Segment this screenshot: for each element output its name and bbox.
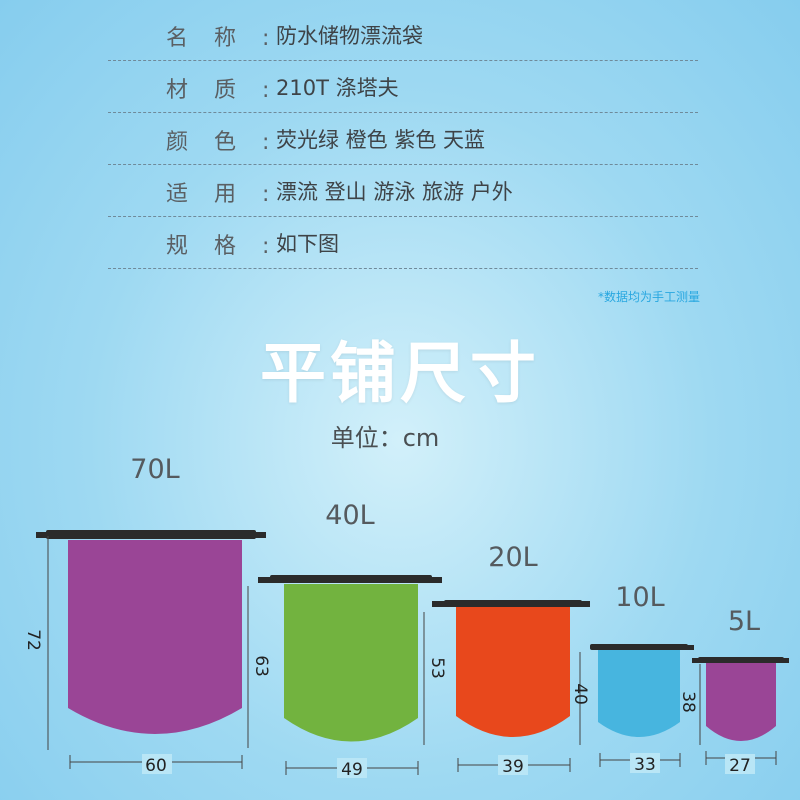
spec-label: 规格:: [166, 234, 296, 259]
bag-height: 38: [678, 691, 698, 713]
spec-value: 如下图: [276, 232, 339, 256]
spec-row-usage: 适用: 漂流 登山 游泳 旅游 户外: [108, 164, 698, 217]
spec-row-material: 材质: 210T 涤塔夫: [108, 60, 698, 113]
bag-roll-top: [46, 530, 256, 539]
spec-label: 适用:: [166, 182, 296, 207]
bag-width: 49: [341, 760, 363, 780]
bag-width: 33: [634, 755, 656, 775]
bag-body: [456, 607, 570, 737]
buckle: [432, 601, 446, 607]
buckle: [686, 645, 694, 650]
measurement-note: *数据均为手工测量: [597, 290, 700, 304]
spec-value: 210T 涤塔夫: [276, 76, 399, 100]
bag-body: [68, 540, 242, 734]
spec-value: 漂流 登山 游泳 旅游 户外: [276, 180, 513, 204]
bag-height: 40: [570, 683, 590, 705]
bag-40l: 40L 63 49: [247, 500, 442, 780]
buckle: [580, 601, 590, 607]
bag-height: 53: [427, 657, 447, 679]
spec-row-size: 规格: 如下图: [108, 216, 698, 269]
spec-row-color: 颜色: 荧光绿 橙色 紫色 天蓝: [108, 112, 698, 165]
bag-roll-top: [270, 575, 432, 583]
bag-width: 27: [729, 756, 751, 776]
spec-label: 颜色:: [166, 130, 296, 155]
bag-70l: 70L 72 60: [23, 454, 266, 776]
spec-row-name: 名称: 防水储物漂流袋: [108, 8, 698, 61]
bag-body: [284, 584, 418, 742]
unit-label: 单位：cm: [330, 424, 440, 452]
section-title: 平铺尺寸: [260, 335, 540, 412]
spec-label: 材质:: [166, 78, 296, 103]
bag-capacity: 5L: [728, 606, 760, 637]
bag-20l: 20L 53 39: [423, 542, 590, 777]
bag-width: 39: [502, 757, 524, 777]
bag-body: [706, 663, 776, 741]
buckle: [36, 532, 50, 538]
bag-capacity: 20L: [488, 542, 537, 573]
bag-roll-top: [698, 657, 784, 663]
bag-body: [598, 650, 680, 737]
buckle: [254, 532, 266, 538]
bag-height: 72: [23, 629, 43, 651]
spec-value: 防水储物漂流袋: [276, 24, 423, 48]
bag-5l: 5L 38 27: [678, 606, 789, 776]
bag-capacity: 70L: [130, 454, 179, 485]
buckle: [782, 658, 789, 663]
buckle: [430, 577, 442, 583]
bag-roll-top: [444, 600, 582, 607]
bag-roll-top: [590, 644, 688, 650]
bag-capacity: 40L: [325, 500, 374, 531]
bag-width: 60: [145, 756, 167, 776]
spec-label: 名称:: [166, 26, 296, 51]
buckle: [692, 658, 700, 663]
bag-capacity: 10L: [615, 582, 664, 613]
spec-value: 荧光绿 橙色 紫色 天蓝: [276, 128, 486, 152]
bag-height: 63: [251, 655, 271, 677]
bag-10l: 10L 40 33: [570, 582, 694, 775]
buckle: [258, 577, 272, 583]
